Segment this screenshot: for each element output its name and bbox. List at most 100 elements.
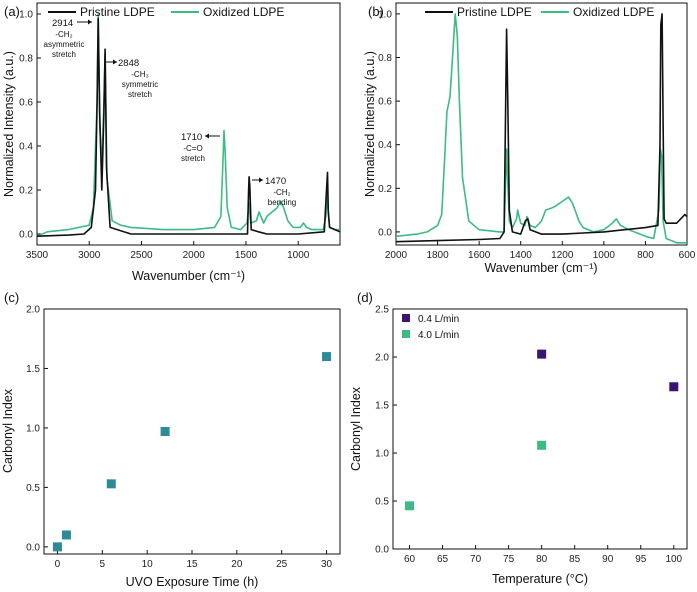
panel-a-xtick-label: 2000 xyxy=(183,250,206,261)
panel-a-ytick-label: 0.4 xyxy=(19,142,33,153)
panel-a-ticks: 3500 3000 2500 2000 1500 1000 0.0 0.2 0.4 0.6 0.8 1… xyxy=(19,10,310,262)
panel-a-lines xyxy=(36,13,341,237)
panel-c-xtick-label: 30 xyxy=(321,559,333,570)
panel-b-legend: Pristine LDPE Oxidized LDPE xyxy=(425,5,654,19)
panel-b-xtick-label: 2000 xyxy=(385,250,408,261)
panel-b-lines xyxy=(395,13,688,244)
panel-b-xtick-label: 1000 xyxy=(593,250,616,261)
annotation-2848-line1: -CH₃ xyxy=(131,70,148,79)
panel-c-ylabel: Carbonyl Index xyxy=(1,388,15,473)
panel-d-ytick-label: 0.5 xyxy=(375,497,389,508)
panel-a-label: (a) xyxy=(4,4,20,19)
panel-d-xtick-label: 95 xyxy=(635,554,647,565)
panel-b-xlabel: Wavenumber (cm⁻¹) xyxy=(484,261,597,275)
panel-b-ytick-label: 0.6 xyxy=(378,97,392,108)
panel-a-ytick-label: 0.8 xyxy=(19,54,33,65)
annotation-1470: 1470 xyxy=(265,176,286,187)
panel-c-frame xyxy=(43,308,341,555)
panel-a-legend: Pristine LDPE Oxidized LDPE xyxy=(48,5,284,19)
panel-d-xtick-label: 90 xyxy=(602,554,614,565)
panel-a-ylabel: Normalized Intensity (a.u.) xyxy=(2,51,16,197)
panel-b: (b) 2000 1800 1600 1400 1200 1000 800 600 0.0 0.2… xyxy=(363,2,696,275)
annotation-2914: 2914 xyxy=(52,18,73,29)
panel-b-xtick-label: 800 xyxy=(637,250,654,261)
panel-d-xtick-label: 75 xyxy=(503,554,515,565)
series-line-oxidized-ldpe xyxy=(395,13,687,244)
panel-c-xtick-label: 0 xyxy=(55,559,61,570)
panel-b-xtick-label: 1800 xyxy=(426,250,449,261)
legend-b-pristine: Pristine LDPE xyxy=(457,5,532,19)
data-point xyxy=(537,440,547,450)
panel-d-ytick-label: 1.0 xyxy=(375,449,389,460)
panel-a-xtick-label: 1500 xyxy=(235,250,258,261)
panel-d-ytick-label: 2.0 xyxy=(375,353,389,364)
annotation-1710-arrowhead xyxy=(205,133,209,139)
panel-d-legend: 0.4 L/min 4.0 L/min xyxy=(402,314,459,341)
panel-a-ytick-label: 1.0 xyxy=(19,10,33,21)
panel-d: (d) 60 65 70 75 80 85 90 95 100 0.0 0.5 1.0 1.5 2.0 2.… xyxy=(349,290,688,586)
panel-c-xtick-label: 5 xyxy=(100,559,106,570)
panel-d-xtick-label: 60 xyxy=(404,554,416,565)
data-point xyxy=(537,349,547,359)
data-point xyxy=(160,427,170,436)
panel-a: (a) 3500 3000 2500 2000 1500 1000 0.0 0.2 0.4 0.6… xyxy=(2,2,341,283)
panel-c-xtick-label: 10 xyxy=(142,559,154,570)
panel-b-ylabel: Normalized Intensity (a.u.) xyxy=(363,51,377,197)
panel-b-ytick-label: 1.0 xyxy=(378,9,392,20)
panel-d-xtick-label: 85 xyxy=(569,554,581,565)
panel-d-frame xyxy=(392,308,688,550)
panel-d-xtick-label: 100 xyxy=(665,554,682,565)
panel-a-frame xyxy=(36,2,341,246)
panel-c: (c) 0 5 10 15 20 25 30 0.0 0.5 1.0 1.5 2.0 UVO Expo… xyxy=(1,290,341,589)
panel-a-xtick-label: 3500 xyxy=(26,250,49,261)
panel-c-xtick-label: 25 xyxy=(276,559,288,570)
panel-a-xtick-label: 3000 xyxy=(78,250,101,261)
panel-d-ytick-label: 2.5 xyxy=(375,305,389,316)
panel-b-ytick-label: 0.4 xyxy=(378,140,392,151)
legend-d-40: 4.0 L/min xyxy=(418,330,459,341)
panel-c-ytick-label: 2.0 xyxy=(26,305,40,316)
panel-a-ytick-label: 0.2 xyxy=(19,186,33,197)
panel-d-xtick-label: 65 xyxy=(437,554,449,565)
panel-d-ylabel: Carbonyl Index xyxy=(349,386,363,471)
panel-d-xlabel: Temperature (°C) xyxy=(492,572,588,586)
legend-b-oxidized: Oxidized LDPE xyxy=(573,5,654,19)
data-point xyxy=(61,530,71,540)
panel-b-ytick-label: 0.2 xyxy=(378,184,392,195)
panel-b-ticks: 2000 1800 1600 1400 1200 1000 800 600 0.0 0.2 0.4 0… xyxy=(378,9,696,261)
data-point xyxy=(669,382,679,392)
panel-a-ytick-label: 0.0 xyxy=(19,230,33,241)
data-point xyxy=(322,352,332,362)
panel-c-xtick-label: 15 xyxy=(186,559,198,570)
series-line-pristine-ldpe xyxy=(36,17,341,237)
panel-a-ytick-label: 0.6 xyxy=(19,98,33,109)
annotation-2914-arrowhead xyxy=(88,19,92,25)
annotation-1470-line2: bending xyxy=(268,198,296,207)
panel-b-xtick-label: 600 xyxy=(679,250,696,261)
data-point xyxy=(405,501,415,511)
panel-d-label: (d) xyxy=(357,290,373,305)
panel-c-ticks: 0 5 10 15 20 25 30 0.0 0.5 1.0 1.5 2.0 xyxy=(26,305,332,571)
panel-c-ytick-label: 1.0 xyxy=(26,423,40,434)
panel-b-xtick-label: 1600 xyxy=(468,250,491,261)
annotation-2848-line2: symmetric xyxy=(122,80,158,89)
annotation-2914-line2: asymmetric xyxy=(44,40,85,49)
panel-d-ytick-label: 1.5 xyxy=(375,401,389,412)
annotation-1710-line2: stretch xyxy=(181,154,205,163)
panel-c-label: (c) xyxy=(4,290,19,305)
annotation-2848: 2848 xyxy=(118,58,139,69)
panel-b-ytick-label: 0.0 xyxy=(378,227,392,238)
annotation-2914-line1: -CH₂ xyxy=(55,30,72,39)
legend-d-04: 0.4 L/min xyxy=(418,314,459,325)
panel-b-frame xyxy=(395,2,688,246)
panel-b-ytick-label: 0.8 xyxy=(378,53,392,64)
panel-d-points xyxy=(405,349,679,511)
panel-a-xtick-label: 2500 xyxy=(130,250,153,261)
data-point xyxy=(52,542,62,552)
annotation-1710-line1: -C=O xyxy=(183,144,202,153)
legend-d-40-swatch xyxy=(402,330,410,338)
legend-d-04-swatch xyxy=(402,314,410,322)
panel-b-xtick-label: 1200 xyxy=(551,250,574,261)
annotation-1710: 1710 xyxy=(181,132,202,143)
